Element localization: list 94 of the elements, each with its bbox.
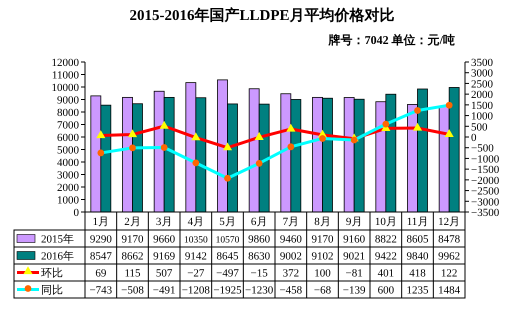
data-label: 9660 (153, 234, 176, 246)
y2-tick-label: −1500 (471, 164, 500, 176)
data-label: 100 (314, 268, 332, 280)
data-label: −139 (342, 284, 366, 296)
y2-tick-label: −2500 (471, 186, 500, 198)
data-label: −743 (89, 284, 113, 296)
data-label: 9840 (406, 250, 429, 262)
x-tick-label: 8月 (314, 216, 331, 228)
y-tick-label: 11000 (52, 70, 80, 82)
y2-tick-label: 2500 (471, 78, 494, 90)
data-label: 9422 (374, 250, 397, 262)
y-tick-label: 5000 (57, 144, 80, 156)
data-label: −508 (121, 284, 144, 296)
y2-tick-label: −2000 (471, 174, 500, 187)
legend-label: 2016年 (41, 250, 74, 262)
y-tick-label: 3000 (57, 170, 80, 182)
y-tick-label: 12000 (52, 57, 80, 69)
data-label: −491 (152, 284, 176, 296)
data-label: 372 (282, 268, 300, 280)
data-label: 9002 (280, 250, 302, 262)
data-label: −1925 (213, 284, 242, 296)
data-label: 9460 (280, 234, 302, 246)
data-label: 9160 (343, 234, 366, 246)
y-tick-label: 4000 (57, 157, 80, 169)
y-tick-label: 10000 (52, 82, 80, 94)
y-tick-label: 6000 (57, 132, 80, 144)
x-tick-label: 11月 (406, 216, 428, 228)
data-label: 9142 (184, 250, 207, 262)
y2-tick-label: 0 (471, 132, 477, 144)
data-label: 418 (409, 268, 426, 280)
data-label: 1484 (438, 284, 461, 296)
x-tick-label: 10月 (374, 216, 397, 228)
x-tick-label: 7月 (282, 216, 300, 228)
x-tick-label: 5月 (219, 216, 236, 228)
y2-tick-label: 500 (471, 121, 488, 134)
data-label: −497 (216, 268, 240, 280)
data-label: 9860 (248, 234, 271, 246)
data-label: 8605 (406, 234, 429, 246)
y2-tick-label: 2000 (471, 89, 494, 102)
data-label: 10350 (184, 236, 208, 246)
data-label: 69 (95, 268, 107, 280)
data-label: 8478 (438, 234, 461, 246)
data-label: 9290 (90, 234, 112, 246)
data-label: 8822 (374, 234, 397, 246)
data-label: −27 (187, 268, 205, 280)
x-tick-label: 12月 (438, 216, 460, 228)
data-label: 8662 (122, 250, 144, 262)
data-label: −81 (346, 268, 363, 280)
y2-tick-label: −3000 (471, 196, 500, 208)
data-label: 8630 (248, 250, 271, 262)
data-label: 507 (156, 268, 173, 280)
y2-tick-label: −1000 (471, 153, 500, 166)
y2-tick-label: −3500 (471, 207, 500, 219)
x-tick-label: 1月 (92, 216, 110, 228)
y-tick-label: 7000 (57, 120, 80, 132)
data-label: −1230 (245, 284, 274, 296)
data-label: 8645 (216, 250, 239, 262)
y-tick-label: 9000 (57, 94, 80, 106)
y-tick-label: 1000 (57, 194, 80, 206)
data-label: 115 (124, 268, 142, 280)
data-label: 8547 (90, 250, 112, 262)
data-label: 9021 (343, 250, 366, 262)
x-tick-label: 9月 (346, 216, 362, 228)
x-tick-label: 6月 (250, 216, 268, 228)
data-label: 9102 (312, 250, 334, 262)
x-tick-label: 4月 (188, 216, 204, 228)
x-tick-label: 3月 (156, 216, 172, 228)
y-tick-label: 8000 (57, 107, 80, 119)
data-label: −15 (250, 268, 268, 280)
legend-label: 环比 (41, 266, 63, 280)
data-label: −1208 (182, 284, 210, 296)
data-label: 9962 (438, 250, 460, 262)
chart-subtitle: 牌号：7042 单位：元/吨 (328, 33, 455, 47)
data-label: 10570 (216, 236, 240, 246)
legend-label: 2015年 (41, 234, 74, 246)
y2-tick-label: 3000 (471, 68, 494, 80)
data-label: 1235 (406, 284, 429, 296)
data-label: 9169 (153, 250, 176, 262)
data-label: 9170 (312, 234, 334, 246)
y2-tick-label: 3500 (471, 57, 494, 69)
data-label: 600 (378, 284, 395, 296)
data-label: 401 (378, 268, 394, 280)
data-label: −458 (279, 284, 303, 296)
y2-tick-label: 1500 (471, 100, 494, 112)
chart-title: 2015-2016年国产LLDPE月平均价格对比 (129, 7, 395, 24)
y2-tick-label: 1000 (471, 110, 494, 123)
y-tick-label: 2000 (57, 182, 80, 194)
data-label: 122 (440, 268, 458, 280)
data-label: −68 (314, 284, 332, 296)
y2-tick-label: −500 (471, 142, 494, 155)
y-tick-label: 0 (74, 207, 80, 219)
legend-label: 同比 (41, 284, 63, 296)
x-tick-label: 2月 (124, 216, 141, 228)
data-label: 9170 (122, 234, 144, 246)
